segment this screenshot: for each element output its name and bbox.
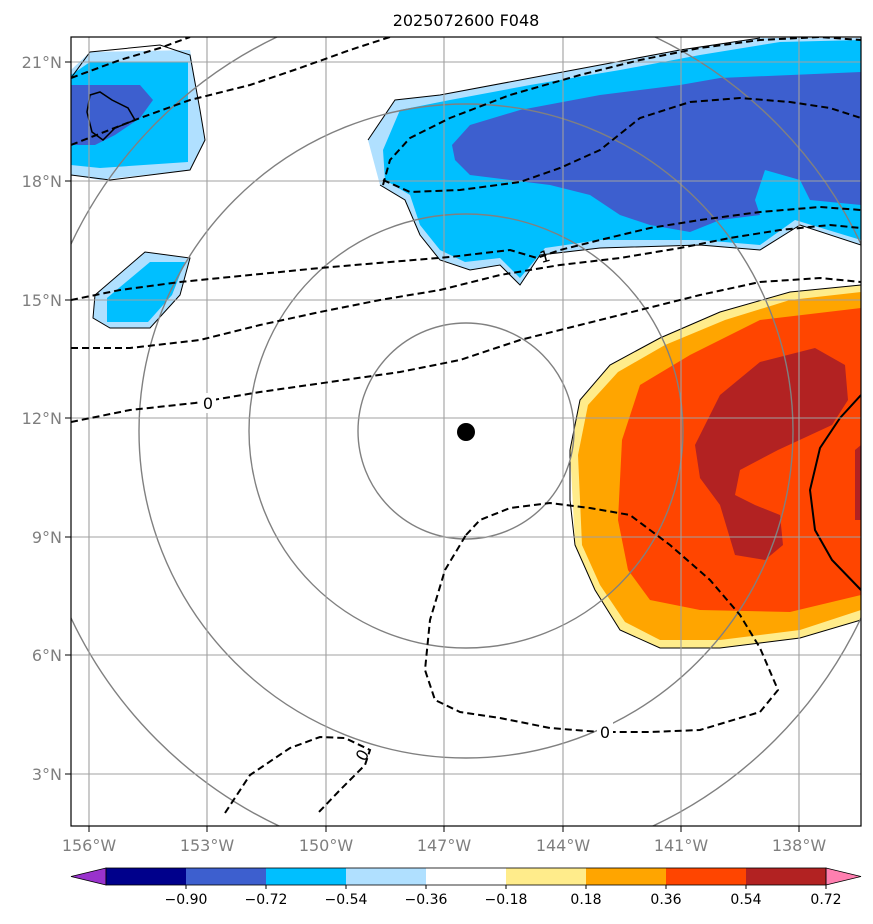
lat-tick-label: 21°N	[22, 53, 62, 72]
lat-tick-label: 3°N	[32, 765, 62, 784]
map-frame	[70, 36, 862, 827]
gridlines	[71, 37, 861, 826]
lon-tick-label: 147°W	[417, 836, 472, 855]
lat-tick-label: 9°N	[32, 528, 62, 547]
lat-tick-label: 12°N	[22, 409, 62, 428]
storm-center-marker	[457, 423, 475, 441]
lat-tick-label: 6°N	[32, 646, 62, 665]
dashed-contour-4	[382, 96, 861, 194]
dashed-contour-2	[71, 37, 391, 146]
colorbar-segment	[106, 868, 187, 885]
colorbar-tick-label: 0.36	[650, 892, 681, 908]
contour-label-0-south: 0	[600, 723, 610, 742]
colorbar-tick-label: −0.54	[325, 892, 368, 908]
lon-tick-label: 144°W	[536, 836, 591, 855]
colorbar-segment	[266, 868, 347, 885]
lon-tick-label: 156°W	[62, 836, 117, 855]
colorbar-ticks: −0.90 −0.72 −0.54 −0.36 −0.18 0.18 0.36 0.54 0.7…	[165, 885, 842, 908]
range-ring-6deg	[248, 213, 684, 649]
colorbar-tick-label: 0.72	[810, 892, 841, 908]
dashed-contour-3	[382, 37, 861, 186]
contour-label-1: 1	[537, 246, 552, 267]
colorbar-tick-label: −0.36	[405, 892, 448, 908]
dashed-contour-5	[71, 205, 861, 301]
dashed-contour-1	[71, 37, 191, 79]
colorbar-extend-min	[70, 867, 107, 886]
latitude-tick-labels: 21°N 18°N 15°N 12°N 9°N 6°N 3°N	[22, 53, 62, 784]
contour-label-0-west: 0	[203, 394, 213, 413]
map-panel: 1 0 0 0	[71, 37, 861, 826]
lon-tick-label: 150°W	[299, 836, 354, 855]
figure-title: 2025072600 F048	[393, 11, 540, 30]
range-ring-9deg	[138, 103, 794, 759]
negative-anomaly-region-northwest	[71, 44, 206, 181]
negative-anomaly-band-north	[367, 37, 861, 286]
colorbar-tick-label: −0.90	[165, 892, 208, 908]
negative-anomaly-region-west	[92, 251, 191, 329]
colorbar-segment	[586, 868, 667, 885]
colorbar-tick-label: −0.18	[485, 892, 528, 908]
lon-tick-label: 153°W	[180, 836, 235, 855]
colorbar-tick-label: 0.54	[730, 892, 761, 908]
lat-tick-label: 15°N	[22, 291, 62, 310]
colorbar-segment	[346, 868, 427, 885]
colorbar-segment	[746, 868, 827, 885]
range-ring-3deg	[357, 322, 575, 540]
colorbar-segment	[186, 868, 267, 885]
colorbar-segment	[506, 868, 587, 885]
lat-tick-label: 18°N	[22, 172, 62, 191]
range-rings	[71, 37, 861, 826]
contour-labels: 1 0 0 0	[200, 246, 613, 764]
colorbar-outline	[105, 867, 827, 886]
longitude-tick-labels: 156°W 153°W 150°W 147°W 144°W 141°W 138°…	[62, 836, 827, 855]
colorbar-segment	[426, 868, 507, 885]
colorbar-tick-label: 0.18	[570, 892, 601, 908]
lon-tick-label: 138°W	[772, 836, 827, 855]
colorbar-extend-max	[825, 867, 862, 886]
colorbar: −0.90 −0.72 −0.54 −0.36 −0.18 0.18 0.36 0.54 0.7…	[70, 867, 862, 908]
lon-tick-label: 141°W	[654, 836, 709, 855]
colorbar-segments	[70, 867, 862, 886]
axis-ticks	[65, 61, 800, 832]
colorbar-tick-label: −0.72	[245, 892, 288, 908]
dashed-contour-zero-southwest	[224, 735, 372, 814]
colorbar-segment	[666, 868, 747, 885]
